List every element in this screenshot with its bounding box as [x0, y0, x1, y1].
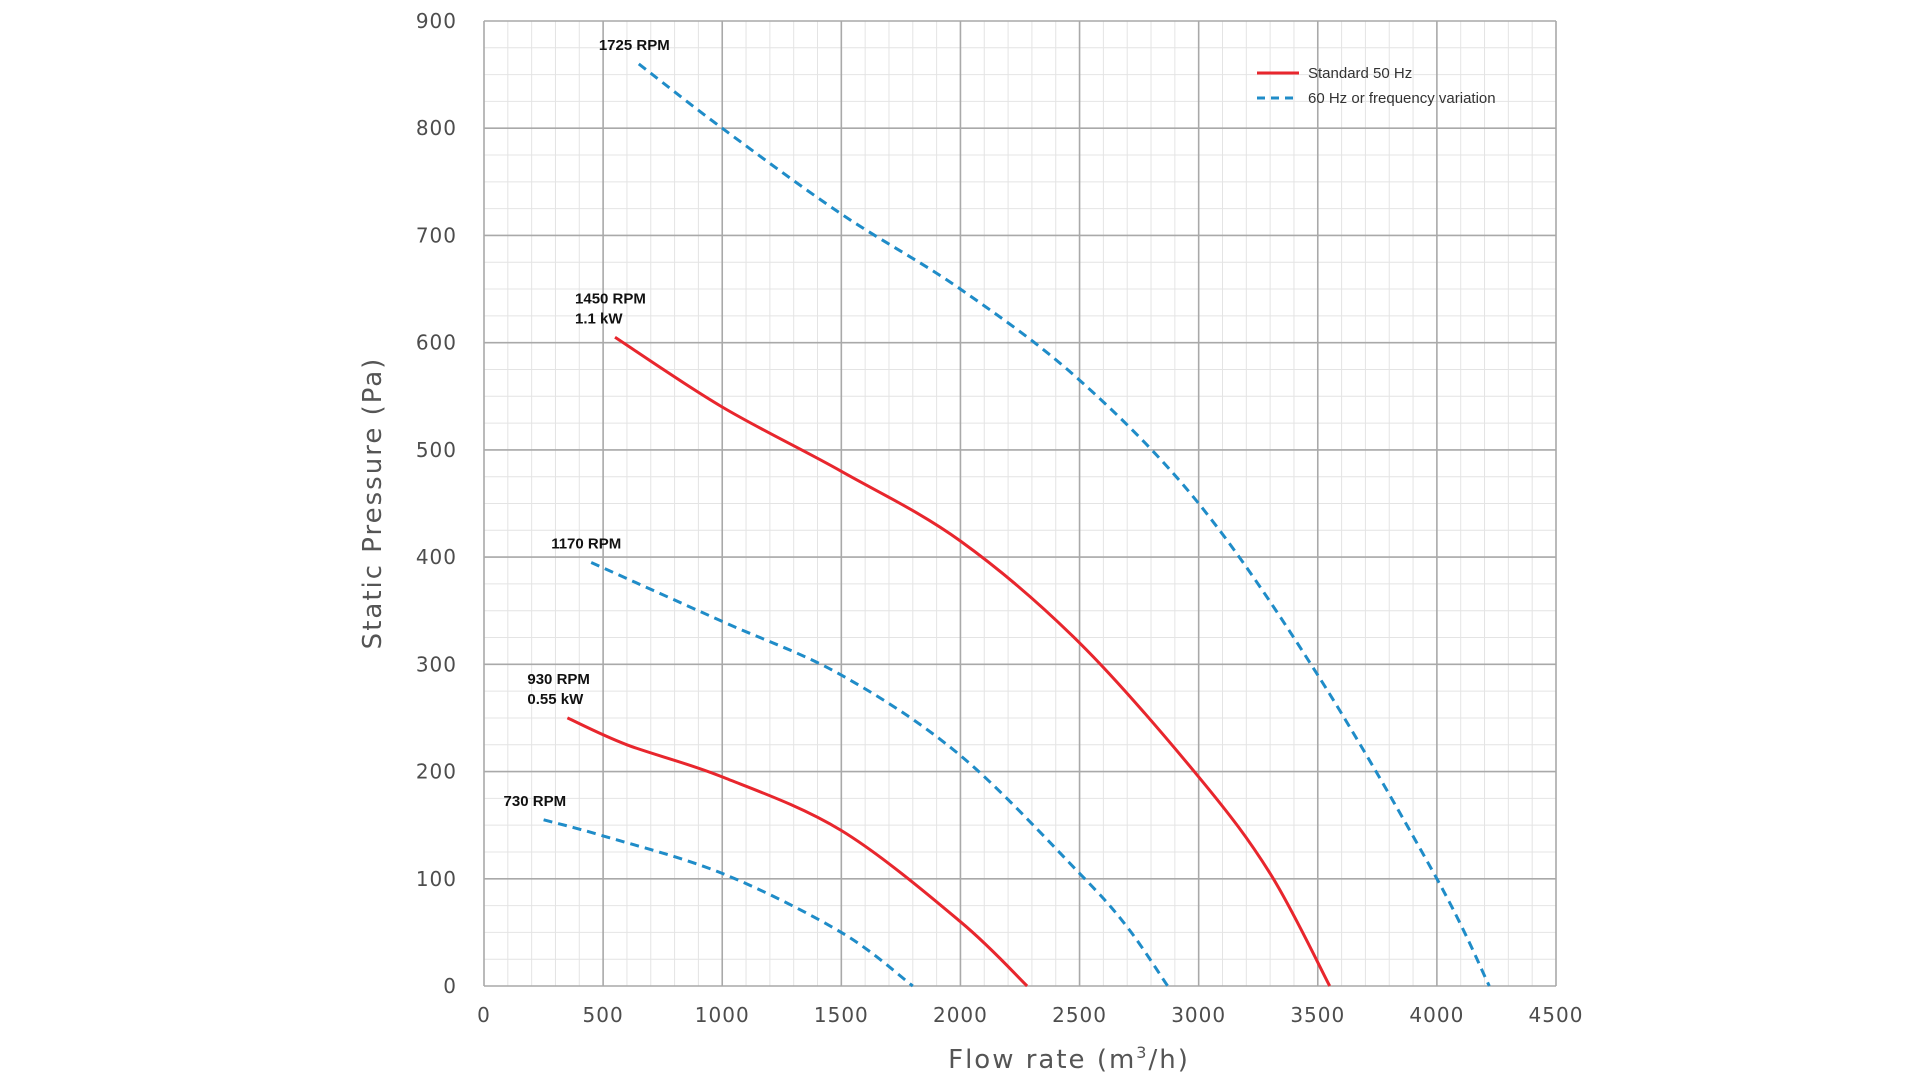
- y-tick-label: 500: [416, 438, 457, 462]
- x-tick-label: 3000: [1171, 1003, 1226, 1027]
- x-tick-label: 2500: [1052, 1003, 1107, 1027]
- y-tick-label: 600: [416, 331, 457, 355]
- curve-label-1450-rpm: 1.1 kW: [575, 310, 623, 327]
- y-tick-label: 200: [416, 760, 457, 784]
- x-tick-label: 2000: [933, 1003, 988, 1027]
- y-tick-label: 700: [416, 223, 457, 247]
- y-tick-label: 100: [416, 867, 457, 891]
- performance-curves: [543, 62, 1491, 988]
- x-tick-label: 500: [583, 1003, 624, 1027]
- y-tick-labels: 0 100 200 300 400 500 600 700 800 900: [416, 9, 457, 998]
- curve-1170-rpm: [590, 561, 1169, 987]
- x-axis-title-end: /h): [1148, 1045, 1189, 1075]
- minor-grid: [483, 20, 1557, 987]
- y-tick-label: 400: [416, 545, 457, 569]
- x-tick-labels: 0 500 1000 1500 2000 2500 3000 3500 4000 4500: [477, 1003, 1584, 1027]
- y-tick-label: 300: [416, 652, 457, 676]
- x-axis-title: Flow rate (m3/h): [948, 1043, 1190, 1075]
- x-tick-label: 4000: [1409, 1003, 1464, 1027]
- curve-730-rpm: [543, 818, 914, 988]
- x-tick-label: 0: [477, 1003, 491, 1027]
- x-axis-title-main: Flow rate (m: [948, 1045, 1136, 1075]
- curve-label-1170-rpm: 1170 RPM: [551, 535, 621, 552]
- x-tick-label: 1000: [695, 1003, 750, 1027]
- y-tick-label: 900: [416, 9, 457, 33]
- x-tick-label: 3500: [1290, 1003, 1345, 1027]
- curve-label-1725-rpm: 1725 RPM: [599, 37, 670, 54]
- legend-label-standard-50hz: Standard 50 Hz: [1308, 65, 1412, 82]
- x-tick-label: 4500: [1529, 1003, 1584, 1027]
- x-axis-title-sup: 3: [1136, 1043, 1148, 1062]
- curve-1725-rpm: [637, 62, 1491, 987]
- x-tick-label: 1500: [814, 1003, 869, 1027]
- legend: Standard 50 Hz 60 Hz or frequency variat…: [1257, 65, 1496, 107]
- curve-930-rpm: [566, 716, 1029, 988]
- curve-label-930-rpm: 0.55 kW: [527, 691, 584, 708]
- curve-label-730-rpm: 730 RPM: [504, 793, 567, 810]
- legend-label-60hz: 60 Hz or frequency variation: [1308, 90, 1496, 107]
- curve-label-1450-rpm: 1450 RPM: [575, 290, 646, 307]
- curve-1450-rpm: [614, 336, 1332, 987]
- curve-labels: 1725 RPM 1450 RPM 1.1 kW 1170 RPM 930 RPM 0.5…: [504, 37, 670, 810]
- y-tick-label: 800: [416, 116, 457, 140]
- y-axis-title: Static Pressure (Pa): [358, 357, 388, 650]
- y-tick-label: 0: [443, 974, 457, 998]
- major-grid: [483, 20, 1557, 987]
- curve-label-930-rpm: 930 RPM: [527, 671, 590, 688]
